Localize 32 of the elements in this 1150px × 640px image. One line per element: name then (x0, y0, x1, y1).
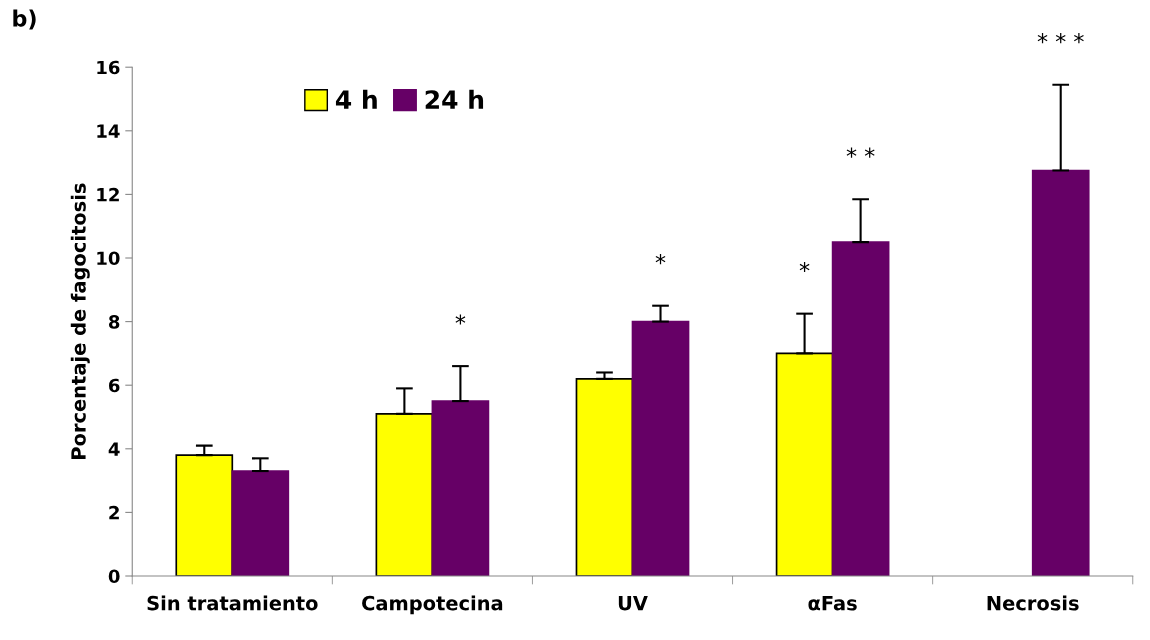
annotation: * (455, 314, 466, 325)
legend-label: 4 h (335, 89, 377, 109)
y-axis-title: Porcentaje de fagocitosis (70, 183, 90, 459)
bar (631, 320, 690, 576)
text: * * * (1037, 33, 1084, 44)
legend-label: 24 h (425, 89, 484, 109)
annotation: * * (846, 147, 875, 158)
annotation: * (799, 261, 810, 273)
y-tick-label: 6 (109, 378, 120, 393)
bar (575, 378, 634, 576)
y-tick-label: 14 (97, 124, 120, 138)
y-tick-label: 4 (108, 442, 120, 456)
x-tick-label: Campotecina (362, 595, 503, 615)
annotation: * (655, 254, 666, 265)
y-tick-label: 2 (109, 505, 119, 520)
x-tick-label: αFas (808, 596, 857, 611)
y-tick-label: 0 (108, 569, 120, 584)
bar (231, 470, 290, 576)
bar (375, 412, 434, 576)
x-tick-label: Sin tratamiento (147, 595, 318, 611)
y-tick-label: 12 (97, 187, 119, 202)
y-tick-label: 8 (108, 315, 120, 329)
bar (1031, 169, 1090, 576)
bar (431, 400, 490, 576)
y-tick-label: 10 (97, 251, 120, 266)
bar (831, 241, 890, 576)
chart-title: b) (13, 9, 36, 30)
x-tick-label: UV (618, 596, 648, 611)
y-tick-label: 16 (97, 60, 120, 75)
bar (175, 454, 234, 576)
bar (775, 352, 834, 576)
x-tick-label: Necrosis (987, 595, 1079, 611)
